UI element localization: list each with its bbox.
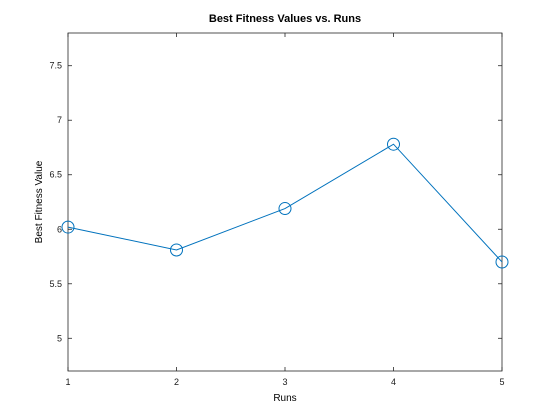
- x-tick-label: 2: [174, 377, 179, 387]
- plot-area: 1 2 3 4 5 5 5.5 6 6.5 7 7.5: [49, 32, 509, 387]
- y-tick-label: 7.5: [49, 61, 62, 71]
- x-tick-label: 4: [391, 377, 396, 387]
- x-axis-label: Runs: [273, 393, 296, 404]
- y-tick-label: 6: [57, 224, 62, 234]
- y-tick-label: 5: [57, 333, 62, 343]
- y-axis-label: Best Fitness Value: [34, 160, 45, 243]
- data-point-marker: [61, 220, 75, 234]
- x-tick-label: 1: [65, 377, 70, 387]
- data-point-marker: [387, 137, 400, 151]
- data-point-marker: [170, 243, 183, 257]
- x-axis-ticks: 1 2 3 4 5: [65, 33, 505, 387]
- x-tick-label: 5: [499, 377, 504, 387]
- y-tick-label: 7: [57, 115, 62, 125]
- data-point-marker: [495, 255, 509, 269]
- x-tick-label: 3: [282, 377, 287, 387]
- chart-title: Best Fitness Values vs. Runs: [209, 13, 361, 25]
- axes-box: [67, 32, 503, 372]
- y-tick-label: 6.5: [49, 170, 62, 180]
- y-axis-ticks: 5 5.5 6 6.5 7 7.5: [49, 61, 502, 343]
- series-layer: [61, 137, 509, 269]
- series-line: [67, 143, 503, 263]
- data-point-marker: [278, 202, 292, 216]
- y-tick-label: 5.5: [49, 279, 62, 289]
